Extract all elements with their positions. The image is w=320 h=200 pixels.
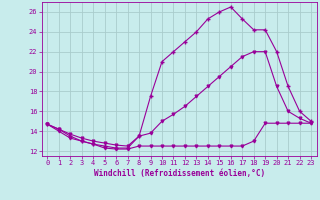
- X-axis label: Windchill (Refroidissement éolien,°C): Windchill (Refroidissement éolien,°C): [94, 169, 265, 178]
